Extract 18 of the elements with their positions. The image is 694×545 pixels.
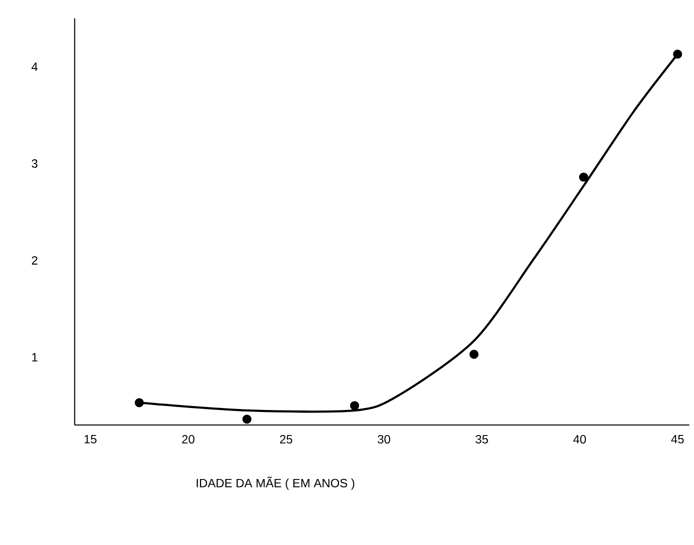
- y-tick-label: 4: [32, 62, 38, 71]
- x-axis-title: IDADE DA MÃE ( EM ANOS ): [196, 476, 354, 490]
- point: [579, 172, 588, 182]
- x-tick-label: 40: [573, 435, 586, 444]
- x-tick-label: 15: [84, 435, 96, 444]
- y-tick-label: 1: [32, 353, 38, 362]
- point: [469, 350, 479, 359]
- x-tick-label: 45: [671, 435, 684, 444]
- x-tick-label: 35: [476, 435, 488, 444]
- x-tick-label: 25: [280, 435, 292, 444]
- y-tick-label: 2: [32, 256, 38, 265]
- point: [134, 398, 144, 408]
- x-tick-label: 30: [378, 435, 390, 444]
- x-tick-label: 20: [182, 435, 194, 444]
- point: [350, 401, 360, 410]
- y-tick-label: 3: [32, 159, 38, 168]
- point: [673, 50, 682, 59]
- point: [242, 414, 252, 424]
